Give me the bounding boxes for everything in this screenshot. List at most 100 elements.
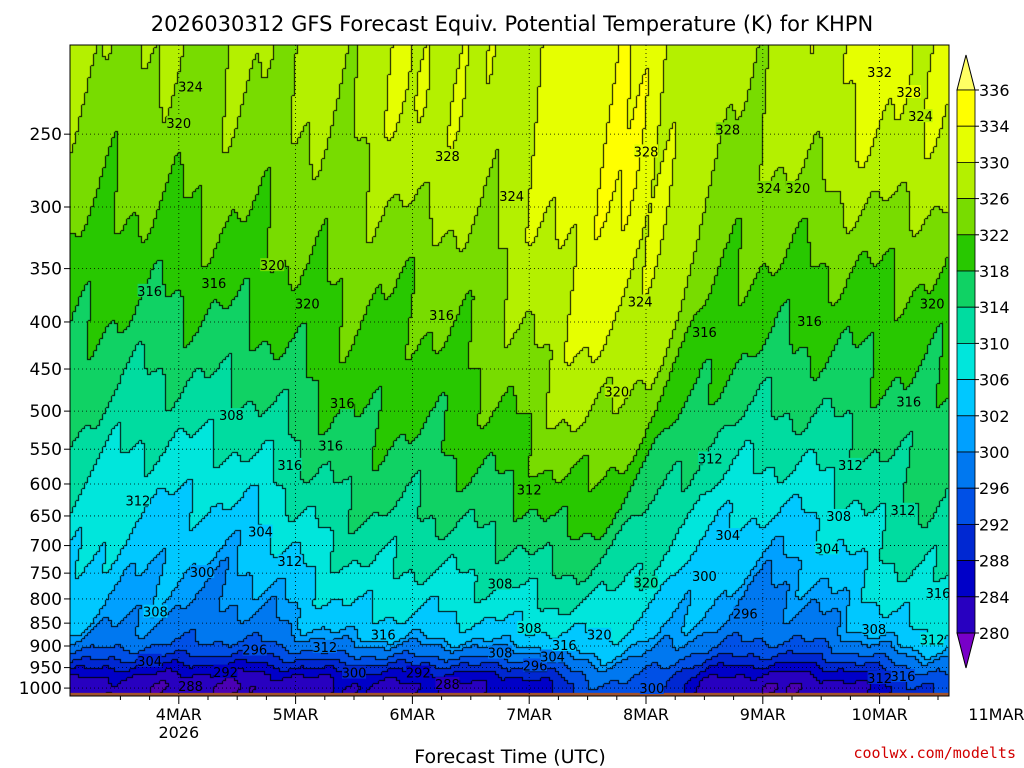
contour-label: 304 [815, 542, 840, 557]
x-tick-label: 4MAR [156, 705, 202, 724]
y-tick-label: 300 [30, 198, 62, 218]
y-tick-label: 500 [30, 402, 62, 422]
contour-label: 296 [733, 608, 758, 623]
contour-label-bg [178, 79, 203, 93]
x-tick-label: 8MAR [623, 705, 669, 724]
contour-label: 300 [190, 566, 215, 581]
contour-label-bg [435, 148, 460, 162]
colorbar-swatch [956, 198, 976, 236]
contour-label: 316 [891, 670, 916, 685]
contour-label: 316 [330, 397, 355, 412]
terrain-band [70, 692, 949, 696]
colorbar-label: 318 [979, 262, 1010, 281]
contour-label: 312 [867, 672, 892, 687]
colorbar-top-arrow [956, 54, 976, 91]
contour-label: 324 [178, 81, 203, 96]
contour-label-bg [587, 627, 612, 641]
x-tick-label: 10MAR [851, 705, 907, 724]
colorbar-label: 300 [979, 443, 1010, 462]
contour-label-bg [756, 180, 781, 194]
contour-label: 328 [634, 145, 659, 160]
theta-e-field [70, 45, 949, 696]
contour-label: 292 [406, 667, 431, 682]
contour-label: 324 [628, 295, 653, 310]
colorbar-label: 306 [979, 371, 1010, 390]
contour-label: 328 [715, 123, 740, 138]
contour-label-bg [540, 649, 565, 663]
contour-label: 316 [552, 639, 577, 654]
contour-label-bg [692, 324, 717, 338]
contour-label-bg [552, 638, 577, 652]
contour-label: 312 [126, 494, 151, 509]
colorbar-swatch [956, 125, 976, 163]
y-tick-label: 950 [30, 659, 62, 679]
colorbar-swatch [956, 487, 976, 525]
contour-label-bg [295, 296, 320, 310]
contour-label: 316 [318, 440, 343, 455]
y-tick-label: 800 [30, 590, 62, 610]
contour-label: 316 [277, 459, 302, 474]
contour-label-bg [920, 296, 945, 310]
colorbar-swatch [956, 161, 976, 199]
contour-label: 312 [920, 633, 945, 648]
colorbar-label: 314 [979, 298, 1010, 317]
colorbar-label: 336 [979, 81, 1010, 100]
x-tick-label: 5MAR [273, 705, 319, 724]
contour-label: 308 [488, 647, 513, 662]
contour-label-bg [201, 276, 226, 290]
contour-label-bg [733, 606, 758, 620]
y-tick-label: 250 [30, 125, 62, 145]
contour-label-bg [137, 653, 162, 667]
contour-label-bg [896, 85, 921, 99]
contour-label-bg [517, 620, 542, 634]
colorbar-swatch [956, 379, 976, 417]
contour-label: 304 [540, 651, 565, 666]
contour-label: 308 [517, 622, 542, 637]
contour-label: 320 [604, 385, 629, 400]
y-tick-label: 550 [30, 440, 62, 460]
contour-label: 304 [248, 526, 273, 541]
colorbar-label: 310 [979, 334, 1010, 353]
contour-label-bg [517, 482, 542, 496]
contour-label: 316 [692, 326, 717, 341]
y-tick-label: 750 [30, 564, 62, 584]
contour-label-bg [628, 294, 653, 308]
contour-label: 316 [201, 277, 226, 292]
contour-label-bg [143, 604, 168, 618]
contour-label: 316 [429, 309, 454, 324]
colorbar-bottom-arrow [956, 632, 976, 669]
contour-label: 300 [639, 682, 664, 697]
contour-label-bg [213, 664, 238, 678]
contour-label: 316 [371, 629, 396, 644]
colorbar-swatch [956, 342, 976, 380]
contour-label-bg [371, 627, 396, 641]
colorbar-label: 326 [979, 190, 1010, 209]
y-tick-label: 1000 [19, 679, 62, 699]
colorbar-swatch [956, 524, 976, 562]
contour-label-bg [715, 122, 740, 136]
contour-label: 316 [797, 315, 822, 330]
colorbar-swatch [956, 415, 976, 453]
contour-label: 308 [488, 578, 513, 593]
plot-area: 324 320 316 316 320 320 328 324 316 316 316 316 308 3… [70, 45, 949, 697]
contour-label-bg [692, 568, 717, 582]
contour-label-bg [488, 576, 512, 590]
contour-label-bg [634, 144, 658, 158]
contour-label: 320 [920, 298, 945, 313]
x-tick-label: 9MAR [740, 705, 786, 724]
colorbar-label: 296 [979, 479, 1010, 498]
contour-label: 324 [756, 182, 781, 197]
contour-label: 312 [891, 504, 916, 519]
contour-label: 320 [260, 259, 285, 274]
contour-label-bg [166, 115, 191, 129]
contour-label: 304 [715, 529, 740, 544]
colorbar-swatch [956, 596, 976, 634]
contour-label: 328 [435, 150, 460, 165]
contour-label-bg [277, 457, 302, 471]
contour-label: 324 [908, 110, 933, 125]
contour-label: 320 [295, 298, 320, 313]
colorbar-label: 302 [979, 407, 1010, 426]
colorbar-label: 322 [979, 226, 1010, 245]
contour-label-bg [248, 524, 273, 538]
